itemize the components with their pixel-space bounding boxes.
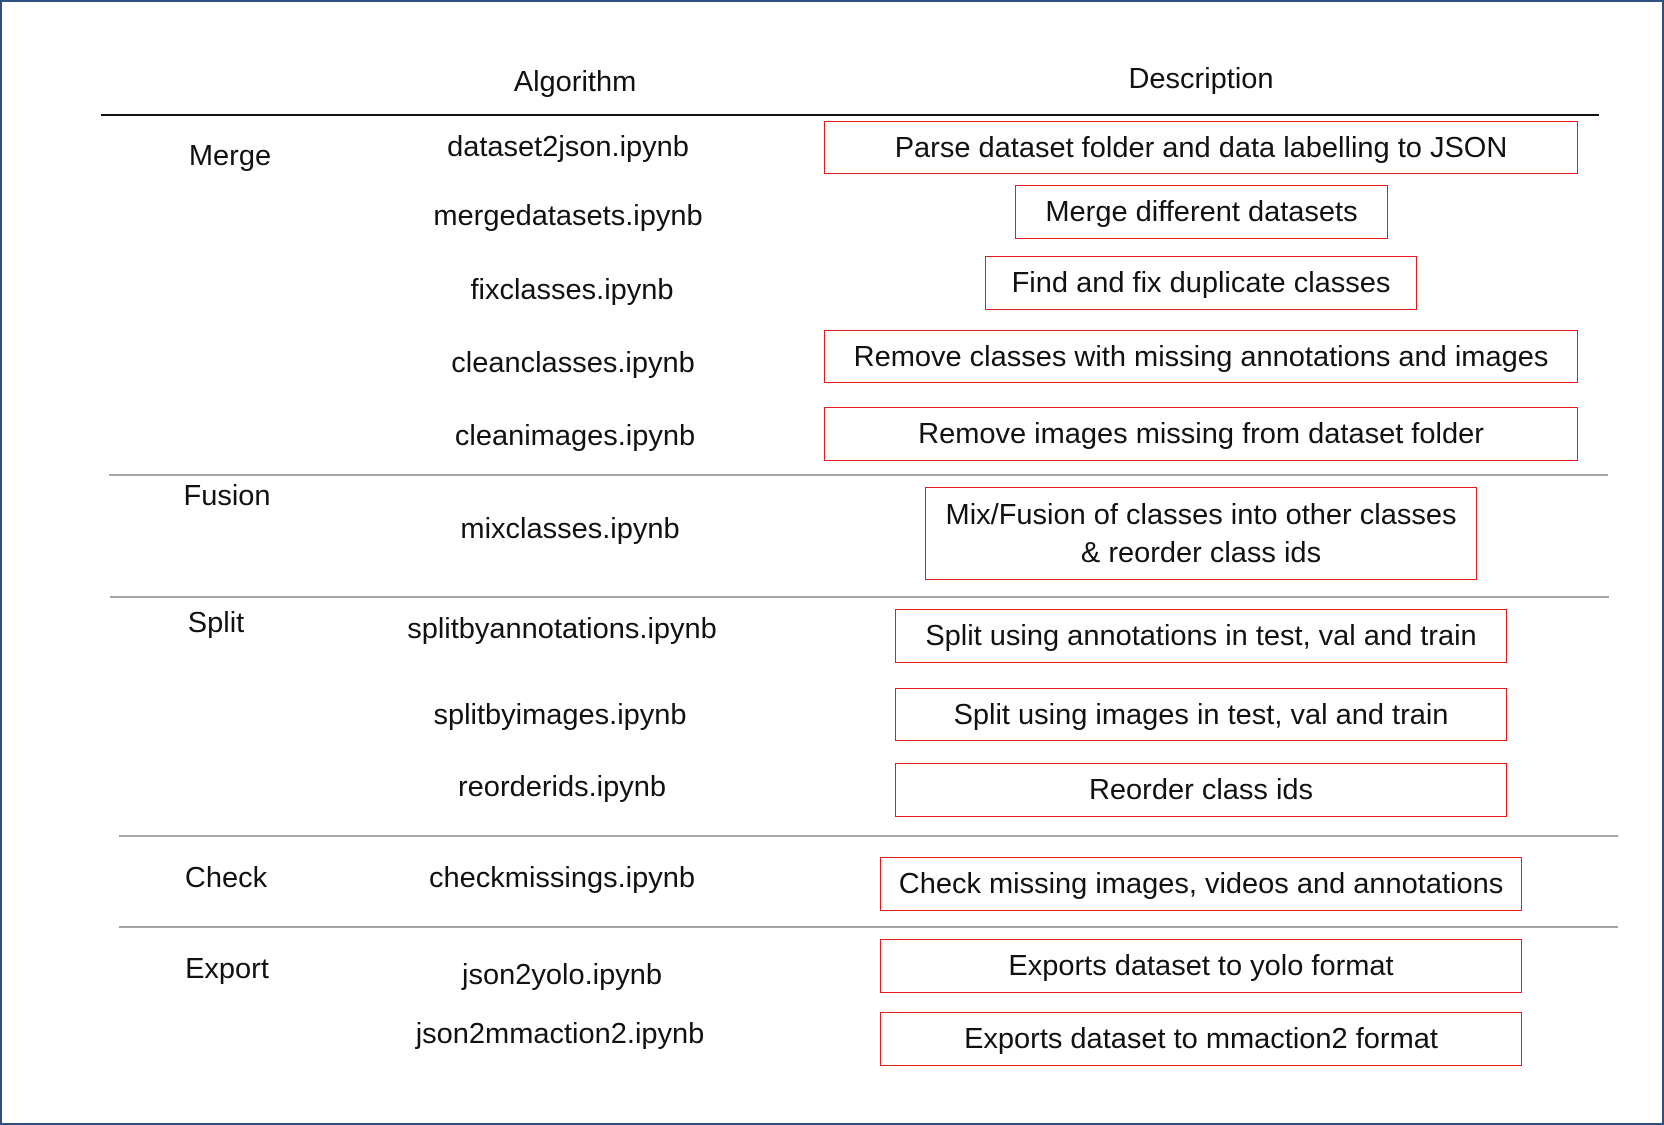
category-split: Split bbox=[187, 607, 245, 639]
algorithm-checkmissings: checkmissings.ipynb bbox=[429, 862, 695, 894]
header-algorithm: Algorithm bbox=[513, 66, 637, 98]
description-box-splitbyimages: Split using images in test, val and trai… bbox=[895, 688, 1507, 741]
separator-split-check bbox=[119, 835, 1618, 837]
algorithm-fixclasses: fixclasses.ipynb bbox=[470, 274, 674, 306]
algorithm-json2yolo: json2yolo.ipynb bbox=[462, 959, 662, 991]
separator-merge-fusion bbox=[109, 474, 1608, 476]
description-cleanimages: Remove images missing from dataset folde… bbox=[918, 418, 1484, 450]
header-description: Description bbox=[1128, 63, 1274, 95]
algorithm-reorderids: reorderids.ipynb bbox=[458, 771, 666, 803]
description-box-mixclasses: Mix/Fusion of classes into other classes… bbox=[925, 487, 1477, 580]
algorithm-splitbyimages: splitbyimages.ipynb bbox=[433, 699, 687, 731]
description-cleanclasses: Remove classes with missing annotations … bbox=[853, 340, 1549, 373]
algorithm-json2mmaction2: json2mmaction2.ipynb bbox=[415, 1018, 705, 1050]
description-box-mergedatasets: Merge different datasets bbox=[1015, 185, 1388, 239]
description-box-checkmissings: Check missing images, videos and annotat… bbox=[880, 857, 1522, 911]
description-splitbyimages: Split using images in test, val and trai… bbox=[953, 698, 1449, 731]
category-export: Export bbox=[185, 953, 269, 985]
description-box-json2yolo: Exports dataset to yolo format bbox=[880, 939, 1522, 993]
description-box-splitbyannotations: Split using annotations in test, val and… bbox=[895, 609, 1507, 663]
description-box-reorderids: Reorder class ids bbox=[895, 763, 1507, 817]
algorithm-cleanimages: cleanimages.ipynb bbox=[454, 420, 696, 452]
category-fusion: Fusion bbox=[183, 480, 271, 512]
description-checkmissings: Check missing images, videos and annotat… bbox=[898, 868, 1504, 900]
algorithm-mergedatasets: mergedatasets.ipynb bbox=[433, 200, 703, 232]
algorithm-mixclasses: mixclasses.ipynb bbox=[460, 513, 680, 545]
description-splitbyannotations: Split using annotations in test, val and… bbox=[925, 620, 1477, 652]
description-mixclasses: Mix/Fusion of classes into other classes… bbox=[945, 498, 1457, 569]
description-dataset2json: Parse dataset folder and data labelling … bbox=[894, 131, 1508, 164]
description-fixclasses: Find and fix duplicate classes bbox=[1011, 267, 1391, 299]
separator-check-export bbox=[119, 926, 1618, 928]
algorithm-dataset2json: dataset2json.ipynb bbox=[447, 131, 689, 163]
description-box-dataset2json: Parse dataset folder and data labelling … bbox=[824, 121, 1578, 174]
header-rule bbox=[101, 114, 1599, 116]
description-box-json2mmaction2: Exports dataset to mmaction2 format bbox=[880, 1012, 1522, 1066]
category-merge: Merge bbox=[188, 140, 272, 172]
description-reorderids: Reorder class ids bbox=[1088, 774, 1314, 806]
description-json2yolo: Exports dataset to yolo format bbox=[1008, 950, 1394, 982]
algorithm-splitbyannotations: splitbyannotations.ipynb bbox=[407, 613, 717, 645]
category-check: Check bbox=[184, 862, 268, 894]
description-box-fixclasses: Find and fix duplicate classes bbox=[985, 256, 1417, 310]
algorithm-cleanclasses: cleanclasses.ipynb bbox=[451, 347, 695, 379]
description-json2mmaction2: Exports dataset to mmaction2 format bbox=[964, 1023, 1438, 1055]
description-box-cleanimages: Remove images missing from dataset folde… bbox=[824, 407, 1578, 461]
description-box-cleanclasses: Remove classes with missing annotations … bbox=[824, 330, 1578, 383]
description-mergedatasets: Merge different datasets bbox=[1045, 196, 1358, 228]
separator-fusion-split bbox=[110, 596, 1609, 598]
